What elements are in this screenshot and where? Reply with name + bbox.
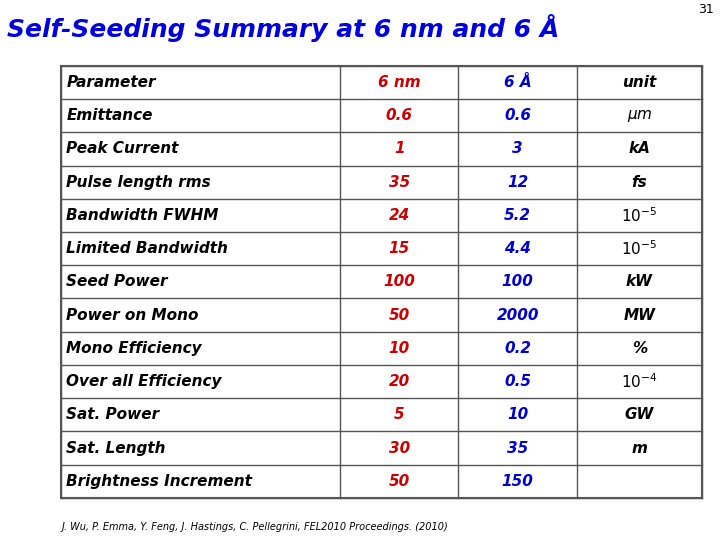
Text: J. Wu, P. Emma, Y. Feng, J. Hastings, C. Pellegrini, FEL2010 Proceedings. (2010): J. Wu, P. Emma, Y. Feng, J. Hastings, C.… — [61, 522, 448, 531]
Text: Power on Mono: Power on Mono — [66, 308, 199, 322]
Text: 5: 5 — [394, 407, 405, 422]
Text: 2000: 2000 — [497, 308, 539, 322]
Text: 12: 12 — [507, 174, 528, 190]
Text: 35: 35 — [507, 441, 528, 456]
Text: 150: 150 — [502, 474, 534, 489]
Text: 15: 15 — [389, 241, 410, 256]
Text: 0.6: 0.6 — [504, 108, 531, 123]
Text: Brightness Increment: Brightness Increment — [66, 474, 252, 489]
Text: $10^{-5}$: $10^{-5}$ — [621, 206, 657, 225]
Text: %: % — [632, 341, 647, 356]
Text: Mono Efficiency: Mono Efficiency — [66, 341, 202, 356]
Text: Over all Efficiency: Over all Efficiency — [66, 374, 222, 389]
Text: $10^{-4}$: $10^{-4}$ — [621, 372, 658, 391]
Text: Sat. Length: Sat. Length — [66, 441, 166, 456]
Text: Bandwidth FWHM: Bandwidth FWHM — [66, 208, 219, 223]
Text: Limited Bandwidth: Limited Bandwidth — [66, 241, 228, 256]
Text: 50: 50 — [389, 308, 410, 322]
Text: 10: 10 — [507, 407, 528, 422]
Text: 6 nm: 6 nm — [378, 75, 420, 90]
Text: GW: GW — [625, 407, 654, 422]
Text: 20: 20 — [389, 374, 410, 389]
Text: Parameter: Parameter — [66, 75, 156, 90]
Text: Self-Seeding Summary at 6 nm and 6 Å: Self-Seeding Summary at 6 nm and 6 Å — [7, 14, 559, 42]
Text: unit: unit — [622, 75, 657, 90]
Text: fs: fs — [631, 174, 647, 190]
Text: 1: 1 — [394, 141, 405, 157]
Text: Sat. Power: Sat. Power — [66, 407, 159, 422]
Text: 5.2: 5.2 — [504, 208, 531, 223]
Text: 24: 24 — [389, 208, 410, 223]
Text: kW: kW — [626, 274, 653, 289]
Text: 100: 100 — [502, 274, 534, 289]
Text: MW: MW — [624, 308, 655, 322]
Text: $10^{-5}$: $10^{-5}$ — [621, 239, 657, 258]
Text: 30: 30 — [389, 441, 410, 456]
Text: 10: 10 — [389, 341, 410, 356]
Text: 35: 35 — [389, 174, 410, 190]
Text: Emittance: Emittance — [66, 108, 153, 123]
Text: Peak Current: Peak Current — [66, 141, 179, 157]
Text: 100: 100 — [383, 274, 415, 289]
Text: Pulse length rms: Pulse length rms — [66, 174, 211, 190]
Text: kA: kA — [629, 141, 650, 157]
Text: 0.2: 0.2 — [504, 341, 531, 356]
Text: 50: 50 — [389, 474, 410, 489]
Text: 31: 31 — [698, 3, 714, 16]
Text: Seed Power: Seed Power — [66, 274, 168, 289]
Text: 3: 3 — [513, 141, 523, 157]
Text: 0.6: 0.6 — [386, 108, 413, 123]
Text: 6 Å: 6 Å — [504, 75, 531, 90]
Text: $\mu m$: $\mu m$ — [626, 107, 652, 124]
Text: 0.5: 0.5 — [504, 374, 531, 389]
Text: m: m — [631, 441, 647, 456]
Text: 4.4: 4.4 — [504, 241, 531, 256]
